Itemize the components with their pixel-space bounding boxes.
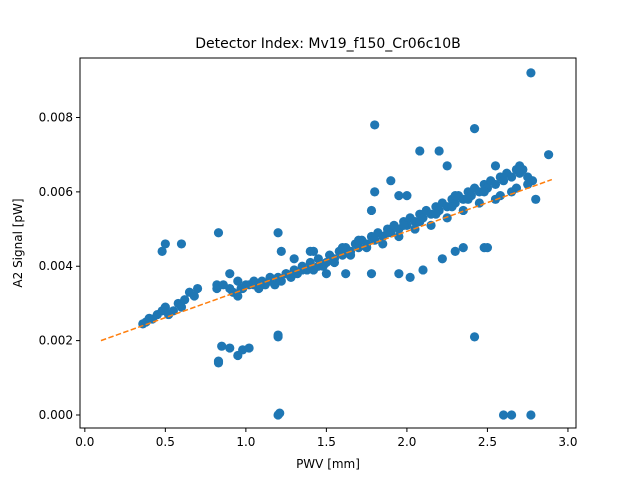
data-point: [313, 261, 323, 271]
data-point: [189, 291, 199, 301]
data-point: [490, 161, 501, 171]
data-point: [212, 280, 222, 290]
data-point: [506, 410, 517, 420]
data-point: [321, 269, 331, 279]
data-point: [515, 164, 525, 175]
data-point: [482, 243, 493, 253]
fit-line: [100, 178, 553, 342]
data-point: [506, 172, 517, 182]
data-point: [526, 68, 536, 78]
data-point: [192, 283, 203, 294]
data-point: [479, 187, 489, 197]
data-point: [160, 302, 170, 312]
data-point: [531, 194, 541, 204]
data-point: [434, 146, 444, 156]
data-layer: [100, 68, 554, 420]
x-tick-label: 1.0: [236, 435, 255, 449]
data-point: [233, 276, 243, 286]
y-axis-label: A2 Signal [pW]: [11, 198, 25, 287]
data-point: [313, 254, 323, 264]
data-point: [402, 190, 412, 201]
data-point: [523, 179, 533, 190]
data-point: [370, 187, 380, 197]
data-point: [378, 239, 388, 249]
data-point: [431, 209, 441, 219]
data-point: [225, 269, 235, 279]
x-tick-label: 2.0: [397, 435, 416, 449]
data-point: [341, 269, 351, 279]
data-point: [180, 295, 190, 305]
data-point: [289, 254, 299, 264]
y-tick-label: 0.004: [39, 259, 73, 273]
x-tick-label: 2.5: [478, 435, 497, 449]
y-axis: 0.000 0.002 0.004 0.006 0.008: [39, 110, 80, 422]
data-point: [490, 179, 501, 190]
data-point: [370, 120, 380, 130]
data-point: [225, 343, 235, 353]
data-point: [450, 190, 460, 201]
data-point: [176, 239, 187, 249]
data-point: [213, 228, 224, 238]
axes-frame: [79, 57, 577, 429]
data-point: [442, 213, 452, 223]
data-point: [233, 291, 243, 301]
data-point: [394, 269, 404, 279]
data-point: [276, 246, 286, 256]
data-point: [405, 272, 415, 282]
data-point: [244, 343, 254, 353]
data-point: [160, 239, 170, 249]
data-point: [498, 176, 509, 186]
data-point: [305, 246, 315, 256]
data-point: [458, 243, 468, 253]
data-point: [437, 254, 447, 264]
data-point: [495, 190, 505, 201]
data-point: [354, 235, 364, 245]
data-point: [276, 276, 286, 286]
data-point: [447, 202, 457, 212]
x-axis: 0.0 0.5 1.0 1.5 2.0 2.5 3.0: [75, 428, 577, 449]
data-point: [329, 257, 340, 268]
data-point: [273, 228, 283, 238]
data-point: [469, 124, 480, 134]
y-tick-label: 0.002: [39, 334, 73, 348]
x-tick-label: 0.0: [75, 435, 94, 449]
y-tick-label: 0.008: [39, 110, 73, 124]
y-tick-label: 0.000: [39, 408, 73, 422]
data-point: [157, 246, 167, 256]
chart-title: Detector Index: Mv19_f150_Cr06c10B: [195, 36, 460, 52]
data-point: [544, 150, 554, 160]
data-point: [415, 217, 425, 227]
data-point: [249, 276, 259, 286]
data-point: [337, 243, 348, 253]
data-point: [386, 176, 396, 186]
data-point: [366, 269, 377, 279]
data-point: [213, 356, 224, 366]
x-tick-label: 0.5: [156, 435, 175, 449]
data-point: [366, 205, 377, 216]
data-point: [442, 161, 452, 171]
data-point: [511, 183, 522, 193]
data-point: [382, 228, 393, 238]
data-point: [273, 330, 283, 340]
x-tick-label: 1.5: [317, 435, 336, 449]
x-axis-label: PWV [mm]: [296, 457, 360, 471]
data-point: [275, 408, 285, 418]
x-tick-label: 3.0: [558, 435, 577, 449]
data-point: [498, 410, 509, 420]
data-point: [469, 332, 480, 342]
y-tick-label: 0.006: [39, 185, 73, 199]
plot-area: [100, 68, 554, 420]
data-point: [394, 190, 404, 201]
data-point: [399, 220, 409, 230]
data-point: [418, 265, 428, 275]
data-point: [176, 302, 187, 312]
data-point: [463, 194, 473, 204]
data-point: [415, 146, 425, 156]
data-point: [217, 341, 227, 351]
data-point: [526, 410, 536, 420]
data-point: [450, 246, 460, 256]
